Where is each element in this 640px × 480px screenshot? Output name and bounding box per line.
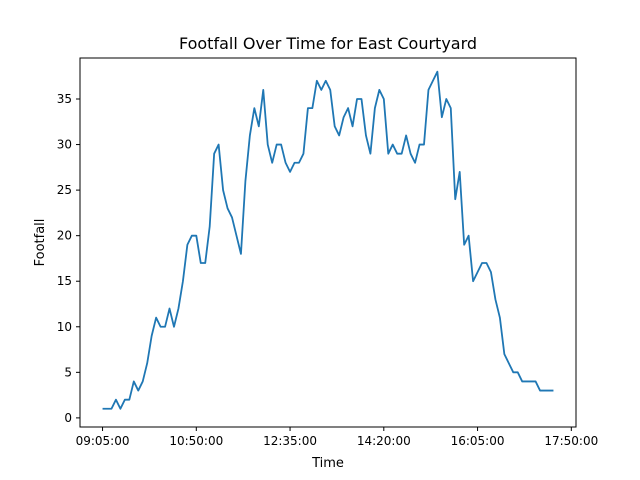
y-tick-label: 20 (57, 229, 72, 243)
x-tick-label: 10:50:00 (169, 434, 223, 448)
y-axis-label: Footfall (33, 219, 48, 267)
series-line (102, 70, 554, 410)
y-tick-label: 0 (64, 411, 72, 425)
x-tick-label: 09:05:00 (76, 434, 130, 448)
chart-title: Footfall Over Time for East Courtyard (179, 34, 477, 53)
y-tick-label: 35 (57, 92, 72, 106)
x-axis-label: Time (311, 456, 344, 471)
y-tick-label: 30 (57, 138, 72, 152)
y-tick-label: 5 (64, 365, 72, 379)
axes-frame (79, 57, 577, 428)
x-tick-label: 14:20:00 (357, 434, 411, 448)
y-axis: 0 5 10 15 20 25 30 35 (57, 92, 80, 425)
x-tick-label: 16:05:00 (451, 434, 505, 448)
y-tick-label: 15 (57, 274, 72, 288)
x-tick-label: 12:35:00 (263, 434, 317, 448)
plot-area (102, 70, 554, 410)
y-tick-label: 10 (57, 320, 72, 334)
y-tick-label: 25 (57, 183, 72, 197)
x-tick-label: 17:50:00 (544, 434, 598, 448)
x-axis: 09:05:00 10:50:00 12:35:00 14:20:00 16:05:00… (76, 427, 598, 448)
